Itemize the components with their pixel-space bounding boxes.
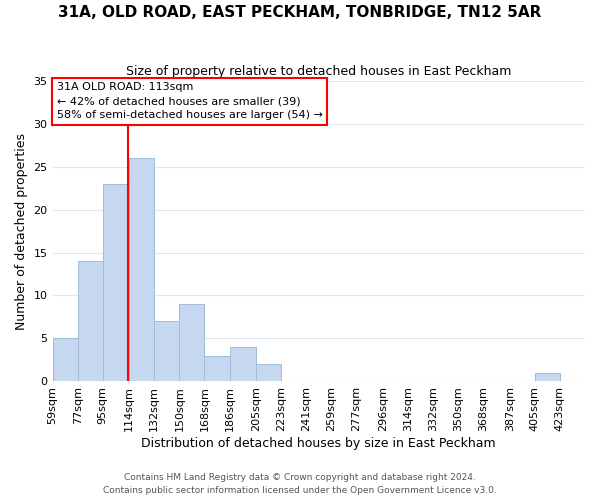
Bar: [77, 261, 103, 382]
X-axis label: Distribution of detached houses by size in East Peckham: Distribution of detached houses by size …: [142, 437, 496, 450]
Title: Size of property relative to detached houses in East Peckham: Size of property relative to detached ho…: [126, 65, 511, 78]
Bar: [103, 184, 129, 382]
Bar: [154, 322, 179, 382]
Y-axis label: Number of detached properties: Number of detached properties: [15, 132, 28, 330]
Bar: [179, 304, 205, 382]
Text: Contains HM Land Registry data © Crown copyright and database right 2024.
Contai: Contains HM Land Registry data © Crown c…: [103, 474, 497, 495]
Bar: [205, 356, 230, 382]
Text: 31A, OLD ROAD, EAST PECKHAM, TONBRIDGE, TN12 5AR: 31A, OLD ROAD, EAST PECKHAM, TONBRIDGE, …: [58, 5, 542, 20]
Text: 31A OLD ROAD: 113sqm
← 42% of detached houses are smaller (39)
58% of semi-detac: 31A OLD ROAD: 113sqm ← 42% of detached h…: [57, 82, 323, 120]
Bar: [129, 158, 154, 382]
Bar: [53, 338, 77, 382]
Bar: [535, 373, 560, 382]
Bar: [256, 364, 281, 382]
Bar: [230, 347, 256, 382]
